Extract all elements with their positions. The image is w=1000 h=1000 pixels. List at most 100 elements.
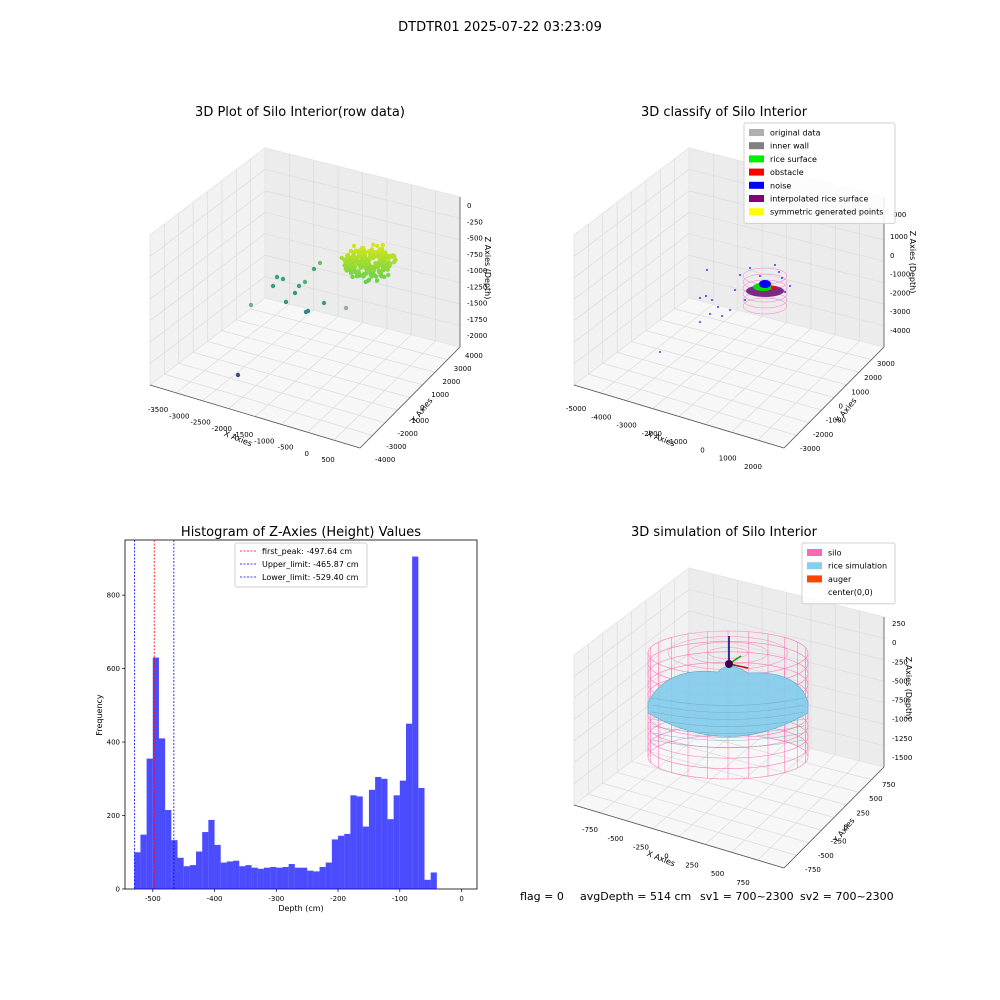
legend-frame (743, 122, 896, 224)
hist-bar (381, 778, 388, 889)
legend-label: rice surface (770, 155, 817, 164)
grid-line (264, 169, 461, 219)
grid-line (757, 340, 860, 441)
grid-line (149, 212, 266, 300)
rice-mesh-line (651, 718, 805, 727)
panel-classify-title: 3D classify of Silo Interior (641, 105, 808, 120)
hist-legend-label: Lower_limit: -529.40 cm (262, 573, 359, 582)
raw-point (392, 259, 397, 265)
tick-label: 2000 (443, 378, 461, 386)
tick-label: -2000 (467, 332, 487, 340)
hist-x-tick-label: -500 (145, 895, 161, 903)
legend-label: symmetric generated points (770, 208, 883, 217)
simulation-silo-model (647, 630, 809, 780)
noise-point (729, 309, 731, 311)
raw-point (359, 246, 365, 251)
raw-point (375, 253, 380, 259)
grid-line (264, 254, 461, 305)
tick-label: -2000 (212, 425, 232, 433)
tick-label: -500 (892, 677, 908, 685)
tick-label: 0 (664, 853, 668, 861)
hist-x-tick-label: -400 (207, 895, 223, 903)
hist-bar (338, 835, 345, 889)
raw-point (364, 268, 370, 274)
classify-y-ticks: -3000 -2000 -1000 0 1000 2000 3000 (800, 360, 895, 453)
classify-3d-axes (572, 146, 885, 449)
raw-outlier-point (311, 266, 317, 272)
raw-outlier-point (235, 372, 241, 378)
hist-bar (313, 871, 320, 889)
grid-line (688, 254, 885, 305)
grid-line (221, 330, 423, 386)
hist-bar (226, 861, 234, 889)
grid-line (573, 190, 690, 279)
hist-bar (430, 872, 437, 889)
tick-label: -4000 (591, 413, 611, 421)
classify-z-tick-partial: 000 (893, 211, 906, 219)
raw-point (343, 266, 349, 271)
grid-line (281, 328, 388, 425)
axis-line (573, 804, 785, 869)
rice-simulation-surface (647, 665, 809, 737)
hist-bar (263, 867, 271, 889)
hist-legend-label: Upper_limit: -465.87 cm (262, 560, 359, 569)
hist-bar (387, 819, 394, 889)
raw-point (363, 256, 368, 261)
noise-point (734, 289, 736, 291)
grid-line (757, 760, 860, 861)
grid-line (236, 319, 436, 373)
grid-line (149, 233, 266, 321)
noise-point (774, 264, 776, 266)
noise-point (789, 285, 791, 287)
raw-outlier-point (248, 302, 254, 308)
raw-outlier-point (302, 279, 308, 285)
raw-point (371, 266, 377, 271)
grid-line (264, 190, 461, 241)
inner-wall-ring (742, 297, 788, 315)
hist-bar (307, 870, 314, 889)
tick-label: -500 (818, 852, 834, 860)
legend-swatch (807, 588, 822, 596)
tick-label: 250 (856, 809, 869, 817)
tick-label: -1000 (890, 271, 910, 279)
grid-line (688, 589, 885, 639)
raw-point (348, 262, 354, 267)
panel-simulation-title: 3D simulation of Silo Interior (631, 525, 818, 540)
tick-label: 0 (305, 450, 309, 458)
rice-mesh-line (651, 711, 805, 720)
panel-histogram: Histogram of Z-Axies (Height) Values -50… (95, 525, 478, 913)
hist-bar (270, 866, 277, 889)
status-footer: flag = 0 avgDepth = 514 cm sv1 = 700~230… (520, 890, 894, 903)
axis-line (783, 766, 885, 869)
tick-label: 2000 (744, 463, 762, 471)
tick-label: -750 (467, 251, 483, 259)
footer-sv1: sv1 = 700~2300 (700, 890, 794, 903)
classify-z-ticks: 1000 0 -1000 -2000 -3000 -4000 (890, 233, 910, 335)
hist-bar (282, 866, 289, 889)
hist-bar (331, 839, 339, 889)
grid-line (688, 610, 885, 661)
raw-point (379, 253, 384, 259)
noise-point (721, 315, 723, 317)
hist-bar (239, 866, 246, 889)
tick-label: 500 (321, 456, 334, 464)
grid-line (645, 750, 847, 806)
raw-point (374, 278, 380, 283)
hist-title: Histogram of Z-Axies (Height) Values (181, 525, 421, 540)
raw-point (376, 268, 382, 273)
legend-swatch (807, 549, 822, 556)
grid-line (731, 334, 836, 433)
legend-swatch (749, 181, 764, 189)
silo-roof-ring (707, 647, 749, 659)
hist-bar (294, 867, 301, 889)
raw-point (372, 254, 377, 259)
raw-point (380, 267, 385, 272)
hist-bar (171, 840, 178, 889)
panel-raw-3d: 3D Plot of Silo Interior(row data) -3500… (148, 105, 492, 464)
raw-z-label: Z Axies (Depth) (483, 237, 492, 300)
grid-line (678, 322, 787, 417)
hist-x-tick-label: -100 (392, 895, 408, 903)
tick-label: 1000 (851, 388, 869, 396)
legend-swatch (807, 575, 822, 583)
hist-bar (412, 556, 419, 889)
